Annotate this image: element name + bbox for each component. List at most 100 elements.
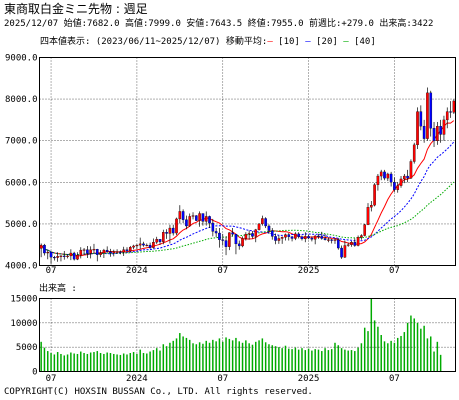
candle-up xyxy=(99,252,102,255)
volume-bar xyxy=(321,351,323,372)
volume-bar xyxy=(93,352,95,372)
candle-down xyxy=(317,235,320,237)
candle-up xyxy=(152,242,155,248)
candle-down xyxy=(264,218,267,227)
x-tick-label: 2025 xyxy=(298,266,320,276)
candle-down xyxy=(251,233,254,237)
candle-up xyxy=(69,252,73,257)
candle-down xyxy=(429,92,433,129)
volume-bar xyxy=(274,346,277,372)
candle-down xyxy=(274,236,277,241)
candle-up xyxy=(333,239,337,241)
volume-bar xyxy=(248,343,250,372)
volume-bar xyxy=(297,349,300,372)
volume-bar xyxy=(99,353,102,372)
candle-up xyxy=(399,178,403,186)
candle-up xyxy=(254,229,258,237)
volume-bar xyxy=(47,351,49,372)
candle-up xyxy=(373,184,376,206)
legend-prefix: 四本値表示: (2023/06/11~2025/12/07) 移動平均: xyxy=(40,37,268,47)
volume-bar xyxy=(231,340,234,372)
volume-bar xyxy=(314,349,316,372)
volume-bar xyxy=(182,336,184,372)
volume-bar xyxy=(80,351,82,372)
candle-up xyxy=(436,125,439,141)
candle-down xyxy=(214,231,218,234)
volume-bar xyxy=(235,337,237,372)
volume-bar xyxy=(330,349,333,372)
candle-down xyxy=(142,243,145,246)
volume-bar xyxy=(387,343,389,372)
candle-up xyxy=(132,245,135,248)
candle-up xyxy=(379,171,383,177)
candle-up xyxy=(162,232,165,242)
volume-bar xyxy=(410,315,412,372)
volume-bar xyxy=(202,343,204,372)
candle-up xyxy=(244,234,248,239)
volume-bar xyxy=(175,338,178,372)
volume-bar xyxy=(337,345,340,372)
volume-bar xyxy=(218,338,221,372)
candle-down xyxy=(393,182,396,190)
volume-bar xyxy=(192,343,194,372)
candle-up xyxy=(79,249,83,256)
candle-up xyxy=(366,207,370,225)
x-tick-label: 07 xyxy=(46,374,57,384)
candle-down xyxy=(432,128,436,141)
volume-bar xyxy=(53,354,56,372)
volume-bar xyxy=(307,348,310,372)
volume-bar xyxy=(373,320,376,372)
volume-bar xyxy=(268,344,270,372)
volume-bar xyxy=(152,350,155,372)
volume-bar xyxy=(122,353,125,372)
candle-up xyxy=(82,249,86,251)
volume-bar xyxy=(103,353,105,372)
legend-ma40-swatch: — xyxy=(343,37,349,47)
moving-average-10 xyxy=(40,120,455,257)
volume-panel-frame xyxy=(39,298,456,372)
price-tick-label: 6000.0 xyxy=(5,178,38,188)
candle-up xyxy=(89,249,92,254)
moving-average-20 xyxy=(40,141,455,256)
candle-up xyxy=(370,205,373,208)
candle-up xyxy=(294,233,297,239)
candle-down xyxy=(300,236,304,240)
candle-down xyxy=(449,111,452,113)
candle-up xyxy=(396,185,400,190)
volume-bar xyxy=(238,341,240,372)
candle-down xyxy=(340,247,343,258)
volume-bar xyxy=(245,340,247,372)
volume-bar xyxy=(370,298,373,372)
candle-down xyxy=(389,173,393,183)
candle-down xyxy=(439,125,442,135)
volume-bar xyxy=(360,343,363,372)
volume-bar xyxy=(179,333,181,372)
candle-up xyxy=(112,251,116,254)
volume-bar xyxy=(86,353,89,372)
candle-up xyxy=(39,244,43,249)
volume-bar xyxy=(70,352,72,372)
candle-down xyxy=(208,216,211,224)
candle-down xyxy=(323,238,327,240)
volume-bar xyxy=(60,353,62,372)
candle-down xyxy=(53,257,56,259)
volume-bar xyxy=(344,349,346,372)
volume-bar xyxy=(327,350,330,372)
candle-down xyxy=(310,237,314,240)
volume-bar xyxy=(106,352,108,372)
volume-bar xyxy=(350,350,353,372)
volume-bar xyxy=(195,344,198,372)
volume-bar xyxy=(271,345,274,372)
candle-up xyxy=(92,249,96,251)
volume-bar xyxy=(340,348,343,372)
volume-bar xyxy=(354,351,356,372)
candle-up xyxy=(228,232,231,247)
volume-bar xyxy=(159,350,161,372)
candle-up xyxy=(356,237,360,246)
candle-up xyxy=(360,235,363,238)
price-tick-label: 5000.0 xyxy=(5,220,38,230)
volume-bar xyxy=(396,337,399,372)
candle-down xyxy=(307,236,310,239)
volume-bar xyxy=(423,325,425,372)
candle-up xyxy=(198,213,201,221)
